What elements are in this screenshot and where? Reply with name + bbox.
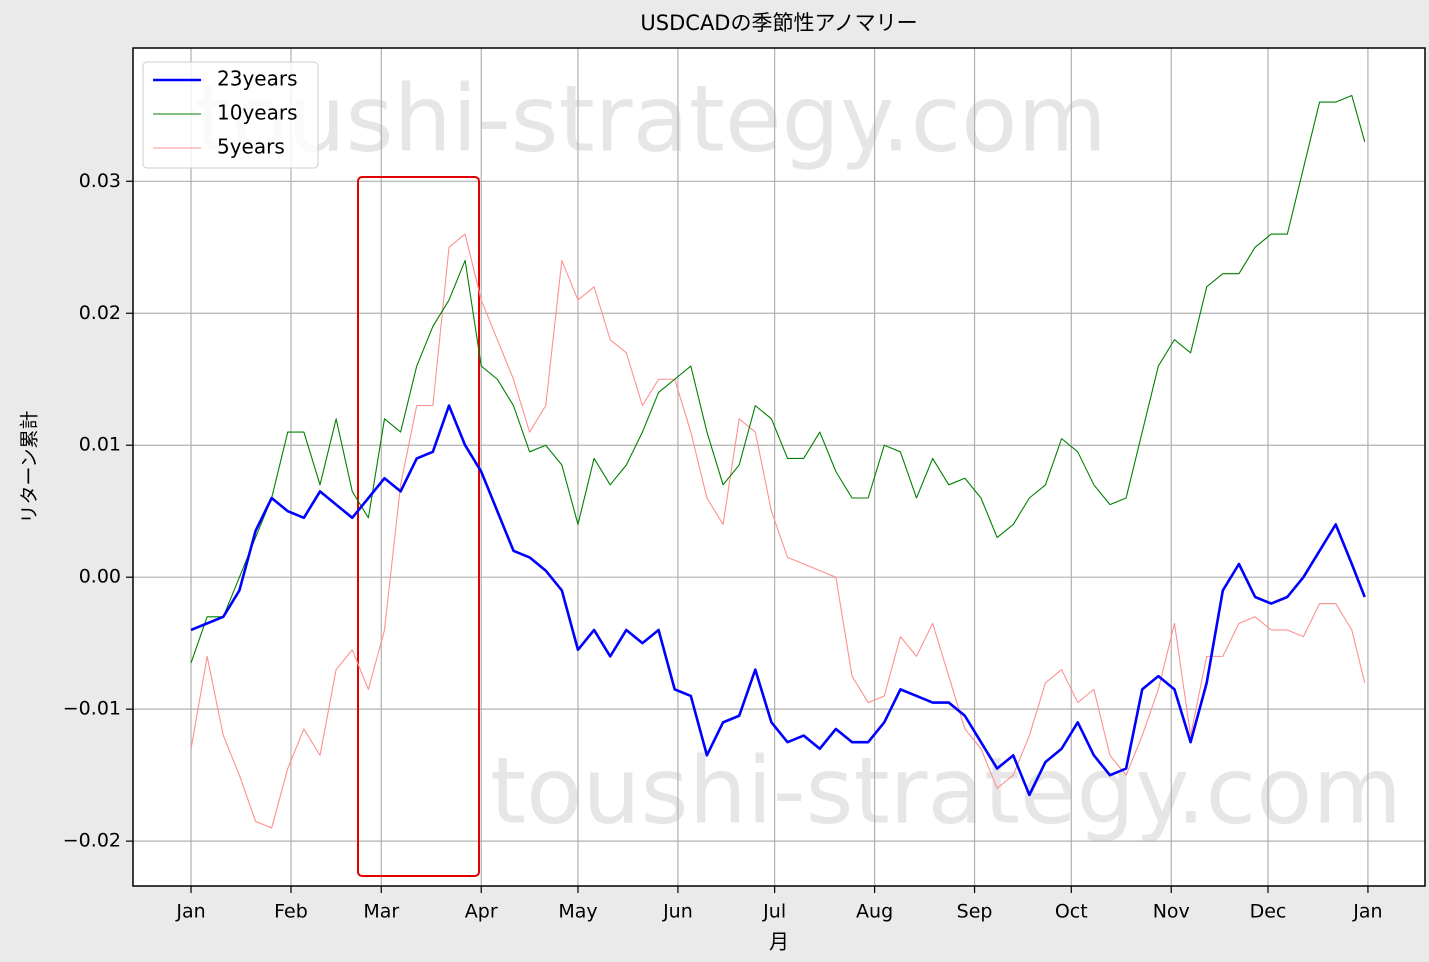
legend-label: 10years xyxy=(217,101,298,125)
x-tick-label: Jan xyxy=(175,901,205,923)
legend-box xyxy=(142,61,319,169)
y-axis-label: リターン累計 xyxy=(19,410,41,523)
x-tick-label: Jul xyxy=(762,901,786,923)
series-line xyxy=(190,404,1366,797)
y-tick-label: 0.01 xyxy=(79,434,121,456)
x-tick-label: Apr xyxy=(465,901,498,923)
watermark: toushi-strategy.com xyxy=(195,65,1107,172)
x-tick-label: Jun xyxy=(662,901,693,923)
series-line xyxy=(190,233,1366,829)
x-tick-label: Dec xyxy=(1250,901,1287,923)
x-tick-label: Feb xyxy=(274,901,308,923)
x-tick-label: Sep xyxy=(957,901,993,923)
plot-frame xyxy=(132,47,1426,887)
x-tick-label: Mar xyxy=(363,901,399,923)
y-tick-label: 0.02 xyxy=(79,302,121,324)
x-tick-label: Jan xyxy=(1352,901,1382,923)
x-tick-label: Nov xyxy=(1153,901,1190,923)
x-tick-label: May xyxy=(558,901,597,923)
chart-title: USDCADの季節性アノマリー xyxy=(640,11,917,35)
x-tick-label: Aug xyxy=(856,901,893,923)
under-layer: toushi-strategy.com toushi-strategy.com xyxy=(133,48,1425,886)
legend-label: 23years xyxy=(217,67,298,91)
series-line xyxy=(190,94,1366,664)
y-tick-label: 0.00 xyxy=(79,566,121,588)
x-tick-label: Oct xyxy=(1055,901,1088,923)
y-tick-label: −0.02 xyxy=(63,830,121,852)
plot-area xyxy=(133,48,1425,886)
x-axis-label: 月 xyxy=(769,930,789,954)
highlight-box xyxy=(357,176,480,877)
legend-label: 5years xyxy=(217,135,285,159)
y-tick-label: 0.03 xyxy=(79,170,121,192)
y-tick-label: −0.01 xyxy=(63,698,121,720)
watermark: toushi-strategy.com xyxy=(490,737,1402,844)
